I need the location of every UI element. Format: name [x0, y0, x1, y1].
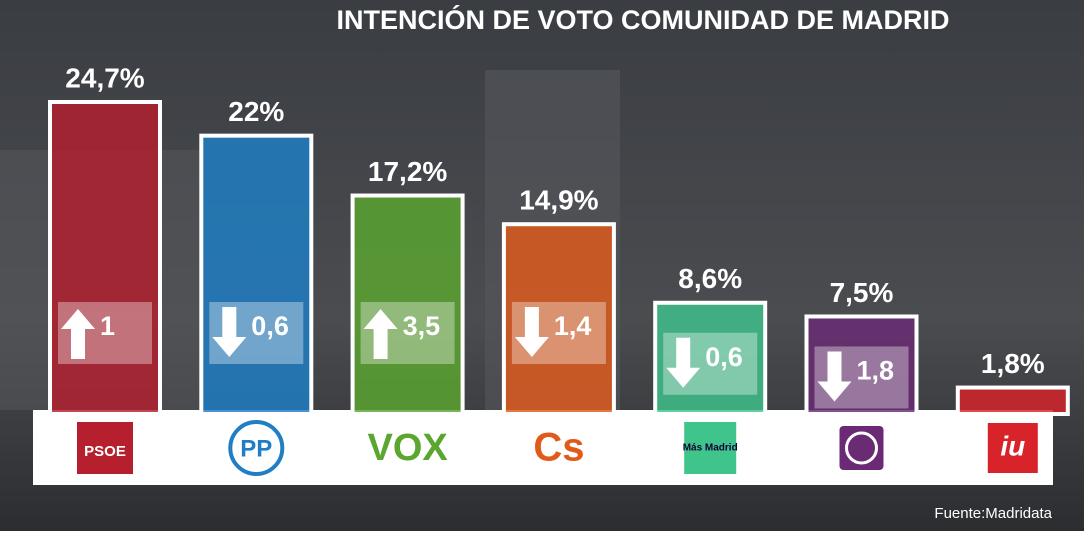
change-arrow	[817, 351, 852, 402]
logo	[228, 420, 285, 476]
change-label: 1,4	[554, 311, 592, 341]
change-label: 3,5	[403, 311, 441, 341]
value-label: 7,5%	[830, 277, 894, 308]
value-label: 14,9%	[519, 185, 598, 216]
change-arrow	[212, 307, 247, 357]
change-arrow	[61, 309, 95, 359]
change-label: 0,6	[705, 342, 743, 372]
category-label: PSOE	[84, 443, 126, 460]
value-label: 22%	[228, 96, 284, 127]
category-label: PP	[240, 435, 272, 462]
change-label: 0,6	[251, 311, 289, 341]
change-label: 1	[100, 311, 115, 341]
logo	[684, 422, 737, 474]
value-label: 24,7%	[65, 62, 144, 93]
bar	[804, 314, 919, 416]
source: Fuente:Madridata	[934, 505, 1052, 522]
value-label: 8,6%	[678, 263, 742, 294]
bar	[350, 193, 465, 416]
bar	[955, 385, 1070, 417]
logo	[987, 423, 1038, 473]
bar	[48, 100, 162, 416]
change-arrow	[514, 307, 549, 357]
change-arrow	[666, 337, 701, 388]
logo	[845, 431, 878, 465]
category-label: iu	[1000, 430, 1025, 461]
chart-title: INTENCIÓN DE VOTO COMUNIDAD DE MADRID	[336, 4, 949, 35]
logo	[77, 422, 133, 474]
bar	[199, 133, 314, 416]
category-label: Más Madrid	[683, 443, 738, 454]
change-label: 1,8	[857, 356, 895, 386]
category-label: VOX	[367, 427, 448, 469]
bar	[501, 222, 616, 416]
category-label: Cs	[533, 426, 584, 470]
bar	[653, 300, 768, 417]
change-arrow	[363, 309, 398, 359]
value-label: 1,8%	[981, 348, 1045, 379]
value-label: 17,2%	[368, 156, 447, 187]
